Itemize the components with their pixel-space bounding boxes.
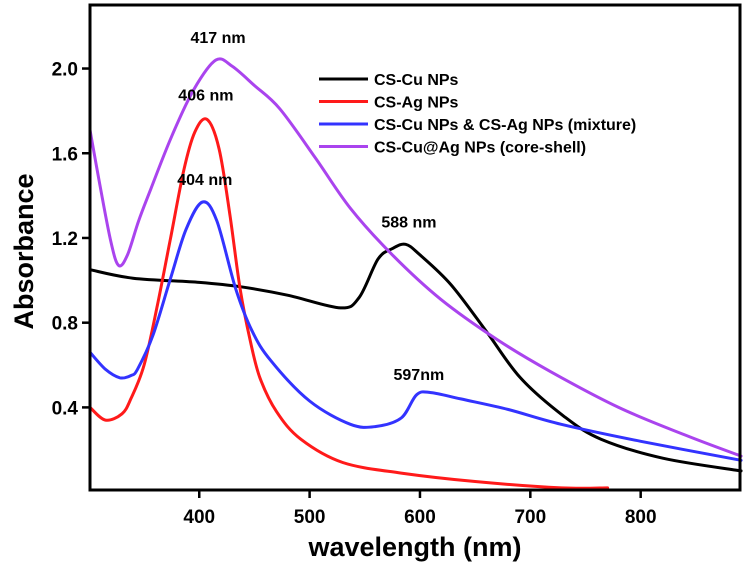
x-tick-label: 500 bbox=[294, 507, 326, 528]
y-tick-label: 1.2 bbox=[52, 229, 78, 250]
series-line-2 bbox=[88, 200, 743, 462]
legend-label: CS-Cu@Ag NPs (core-shell) bbox=[374, 140, 586, 157]
y-tick-label: 0.4 bbox=[52, 398, 79, 419]
legend-label: CS-Ag NPs bbox=[374, 95, 459, 112]
x-tick-label: 800 bbox=[625, 507, 657, 528]
series-line-3 bbox=[88, 57, 743, 458]
y-tick-label: 0.8 bbox=[52, 314, 78, 335]
y-tick-label: 1.6 bbox=[52, 144, 78, 165]
peak-label: 597nm bbox=[394, 367, 445, 384]
legend-label: CS-Cu NPs & CS-Ag NPs (mixture) bbox=[374, 117, 636, 134]
peak-annotations: 417 nm 406 nm 404 nm 588 nm 597nm bbox=[177, 30, 444, 384]
y-tick-label: 2.0 bbox=[52, 60, 78, 81]
x-axis: 400 500 600 700 800 bbox=[183, 490, 657, 528]
legend: CS-Cu NPs CS-Ag NPs CS-Cu NPs & CS-Ag NPs … bbox=[319, 72, 636, 157]
y-axis-title: Absorbance bbox=[9, 173, 39, 329]
y-axis: 0.4 0.8 1.2 1.6 2.0 bbox=[52, 60, 90, 419]
series-layer bbox=[88, 57, 743, 490]
series-line-1 bbox=[88, 117, 610, 490]
legend-label: CS-Cu NPs bbox=[374, 72, 459, 89]
x-tick-label: 700 bbox=[514, 507, 546, 528]
plot-frame bbox=[88, 3, 742, 492]
peak-label: 404 nm bbox=[177, 172, 232, 189]
x-axis-title: wavelength (nm) bbox=[307, 532, 521, 562]
peak-label: 417 nm bbox=[190, 30, 245, 47]
peak-label: 588 nm bbox=[381, 214, 436, 231]
x-tick-label: 400 bbox=[183, 507, 215, 528]
peak-label: 406 nm bbox=[178, 87, 233, 104]
x-tick-label: 600 bbox=[404, 507, 436, 528]
